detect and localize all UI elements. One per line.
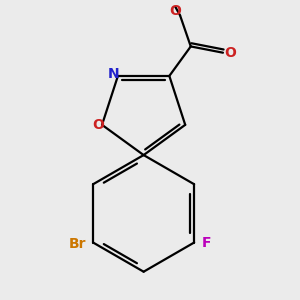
Text: Br: Br — [68, 237, 86, 251]
Text: O: O — [169, 4, 181, 18]
Text: N: N — [107, 67, 119, 81]
Text: O: O — [92, 118, 104, 132]
Text: F: F — [201, 236, 211, 250]
Text: O: O — [224, 46, 236, 60]
